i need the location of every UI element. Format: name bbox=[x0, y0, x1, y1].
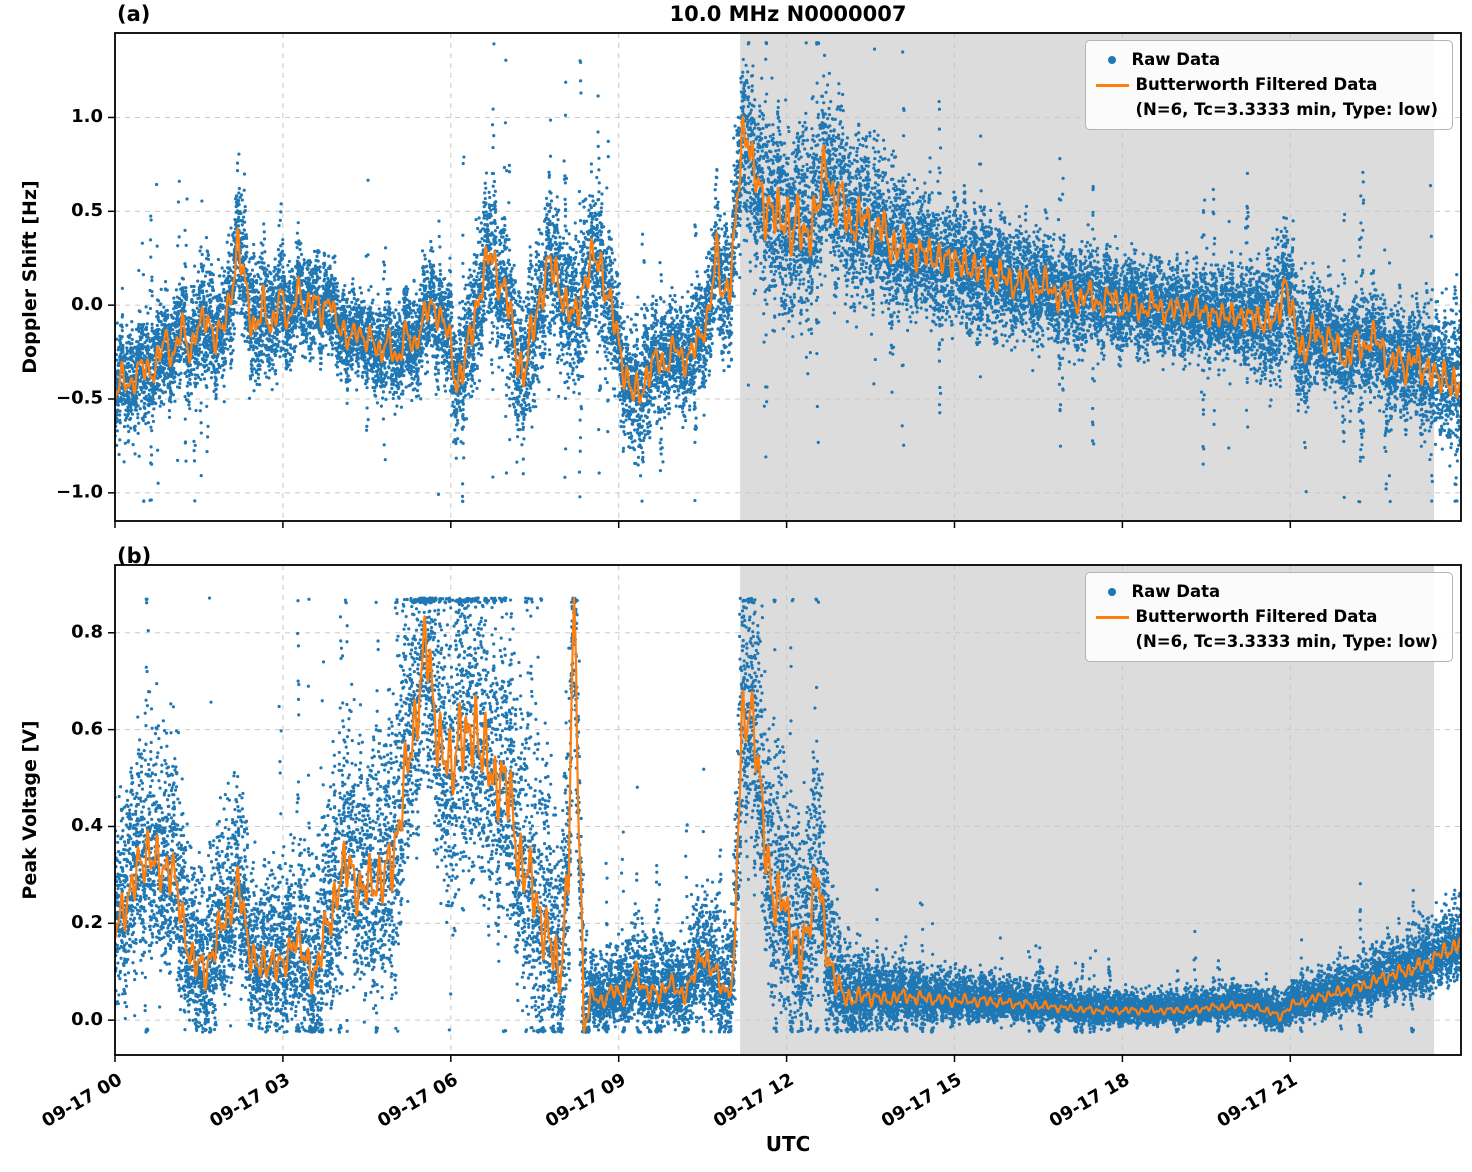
legend-filtered-subentry: (N=6, Tc=3.3333 min, Type: low) bbox=[1094, 98, 1438, 123]
legend-raw-entry: Raw Data bbox=[1094, 580, 1438, 605]
panel-b-label: (b) bbox=[117, 544, 152, 568]
filtered-line-icon bbox=[1096, 615, 1130, 619]
legend-filtered-subentry: (N=6, Tc=3.3333 min, Type: low) bbox=[1094, 630, 1438, 655]
y-axis-label-voltage: Peak Voltage [V] bbox=[19, 720, 41, 900]
legend-filtered-entry: Butterworth Filtered Data bbox=[1094, 73, 1438, 98]
legend-panel-b: Raw Data Butterworth Filtered Data (N=6,… bbox=[1085, 572, 1453, 663]
raw-data-dot-icon bbox=[1108, 588, 1117, 597]
legend-filtered-sublabel: (N=6, Tc=3.3333 min, Type: low) bbox=[1135, 631, 1438, 651]
chart-title: 10.0 MHz N0000007 bbox=[669, 2, 907, 26]
x-axis-label: UTC bbox=[765, 1132, 811, 1156]
legend-panel-a: Raw Data Butterworth Filtered Data (N=6,… bbox=[1085, 40, 1453, 131]
filtered-line-icon bbox=[1096, 83, 1130, 87]
legend-filtered-sublabel: (N=6, Tc=3.3333 min, Type: low) bbox=[1135, 99, 1438, 119]
raw-data-dot-icon bbox=[1108, 56, 1117, 65]
legend-raw-label: Raw Data bbox=[1131, 582, 1221, 601]
legend-raw-label: Raw Data bbox=[1131, 50, 1221, 69]
legend-filtered-entry: Butterworth Filtered Data bbox=[1094, 605, 1438, 630]
legend-filtered-label: Butterworth Filtered Data bbox=[1135, 606, 1378, 626]
legend-raw-entry: Raw Data bbox=[1094, 48, 1438, 73]
panel-a-label: (a) bbox=[117, 2, 151, 26]
legend-filtered-label: Butterworth Filtered Data bbox=[1135, 74, 1378, 94]
y-axis-label-doppler: Doppler Shift [Hz] bbox=[19, 180, 41, 374]
